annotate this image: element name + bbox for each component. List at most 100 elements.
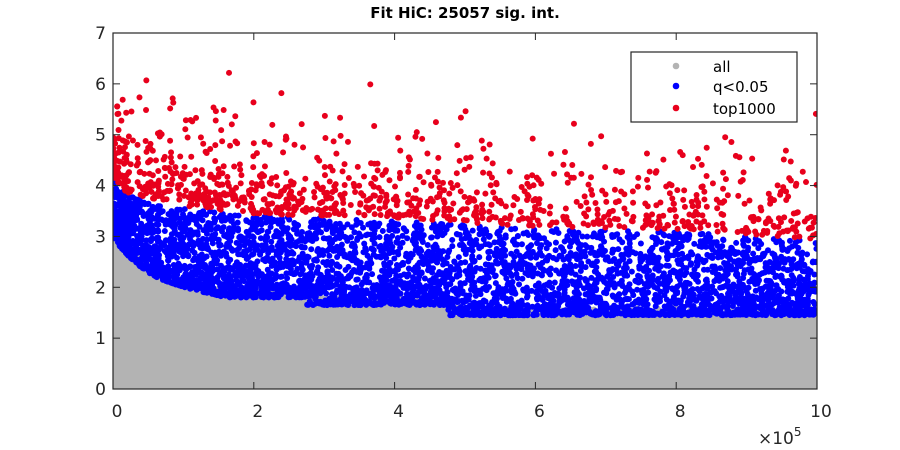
- point-q: [181, 206, 188, 213]
- point-q: [687, 260, 694, 267]
- point-q: [514, 233, 521, 240]
- point-q: [229, 265, 236, 272]
- point-q: [641, 281, 648, 288]
- point-q: [313, 222, 320, 229]
- point-q: [665, 262, 672, 269]
- point-q: [454, 231, 461, 238]
- point-q: [320, 247, 327, 254]
- point-q: [255, 268, 262, 275]
- point-q: [418, 284, 425, 291]
- point-q: [266, 245, 273, 252]
- point-q: [424, 241, 431, 248]
- point-q: [471, 288, 478, 295]
- point-q: [229, 289, 236, 296]
- point-q: [694, 285, 701, 292]
- point-q: [585, 298, 592, 305]
- point-q: [394, 227, 401, 234]
- point-q: [593, 299, 600, 306]
- point-q: [186, 215, 193, 222]
- point-q: [393, 294, 400, 301]
- point-q: [791, 300, 798, 307]
- point-q: [383, 233, 390, 240]
- point-q: [257, 235, 264, 242]
- point-q: [725, 292, 732, 299]
- point-q: [801, 283, 808, 290]
- point-q: [459, 288, 466, 295]
- point-q: [740, 260, 747, 267]
- point-q: [193, 229, 200, 236]
- point-q: [472, 292, 479, 299]
- point-q: [186, 264, 193, 271]
- point-q: [193, 271, 200, 278]
- point-q: [577, 254, 584, 261]
- point-top1000: [794, 220, 801, 227]
- point-q: [629, 301, 636, 308]
- point-q: [512, 225, 519, 232]
- chart-title: Fit HiC: 25057 sig. int.: [370, 4, 560, 22]
- point-q: [342, 296, 349, 303]
- point-q: [582, 277, 589, 284]
- point-q: [667, 269, 674, 276]
- point-q: [397, 278, 404, 285]
- point-q: [223, 243, 230, 250]
- point-q: [811, 279, 817, 286]
- point-q: [153, 235, 160, 242]
- point-q: [533, 306, 540, 313]
- point-q: [143, 237, 150, 244]
- point-q: [225, 273, 232, 280]
- point-q: [733, 239, 740, 246]
- point-q: [181, 228, 188, 235]
- point-top1000: [115, 110, 122, 117]
- point-q: [273, 281, 280, 288]
- point-q: [222, 265, 229, 272]
- point-q: [766, 259, 773, 266]
- point-q: [570, 295, 577, 302]
- point-q: [182, 279, 189, 286]
- point-q: [247, 260, 254, 267]
- point-q: [465, 296, 472, 303]
- point-q: [477, 287, 484, 294]
- point-q: [636, 263, 643, 270]
- point-q: [314, 268, 321, 275]
- point-q: [550, 228, 557, 235]
- point-q: [672, 268, 679, 275]
- point-q: [799, 249, 806, 256]
- point-q: [575, 245, 582, 252]
- point-q: [795, 296, 802, 303]
- point-q: [719, 275, 726, 282]
- point-q: [778, 304, 785, 311]
- point-q: [764, 247, 771, 254]
- point-q: [397, 290, 404, 297]
- point-q: [502, 232, 509, 239]
- point-q: [493, 245, 500, 252]
- point-q: [240, 278, 247, 285]
- point-q: [205, 275, 212, 282]
- point-q: [136, 246, 143, 253]
- point-q: [265, 249, 272, 256]
- point-q: [353, 268, 360, 275]
- point-q: [392, 301, 399, 308]
- point-top1000: [405, 162, 412, 169]
- point-q: [563, 278, 570, 285]
- point-q: [462, 226, 469, 233]
- point-q: [562, 296, 569, 303]
- point-q: [436, 223, 443, 230]
- point-q: [290, 283, 297, 290]
- point-q: [610, 293, 617, 300]
- point-q: [302, 278, 309, 285]
- point-q: [518, 241, 525, 248]
- point-q: [571, 279, 578, 286]
- point-q: [637, 254, 644, 261]
- point-q: [368, 245, 375, 252]
- point-top1000: [502, 203, 509, 210]
- point-q: [218, 212, 225, 219]
- point-q: [661, 232, 668, 239]
- point-q: [326, 218, 333, 225]
- point-q: [333, 270, 340, 277]
- point-q: [157, 270, 164, 277]
- point-q: [684, 236, 691, 243]
- point-q: [552, 247, 559, 254]
- point-q: [698, 295, 705, 302]
- point-top1000: [392, 183, 399, 190]
- point-q: [713, 271, 720, 278]
